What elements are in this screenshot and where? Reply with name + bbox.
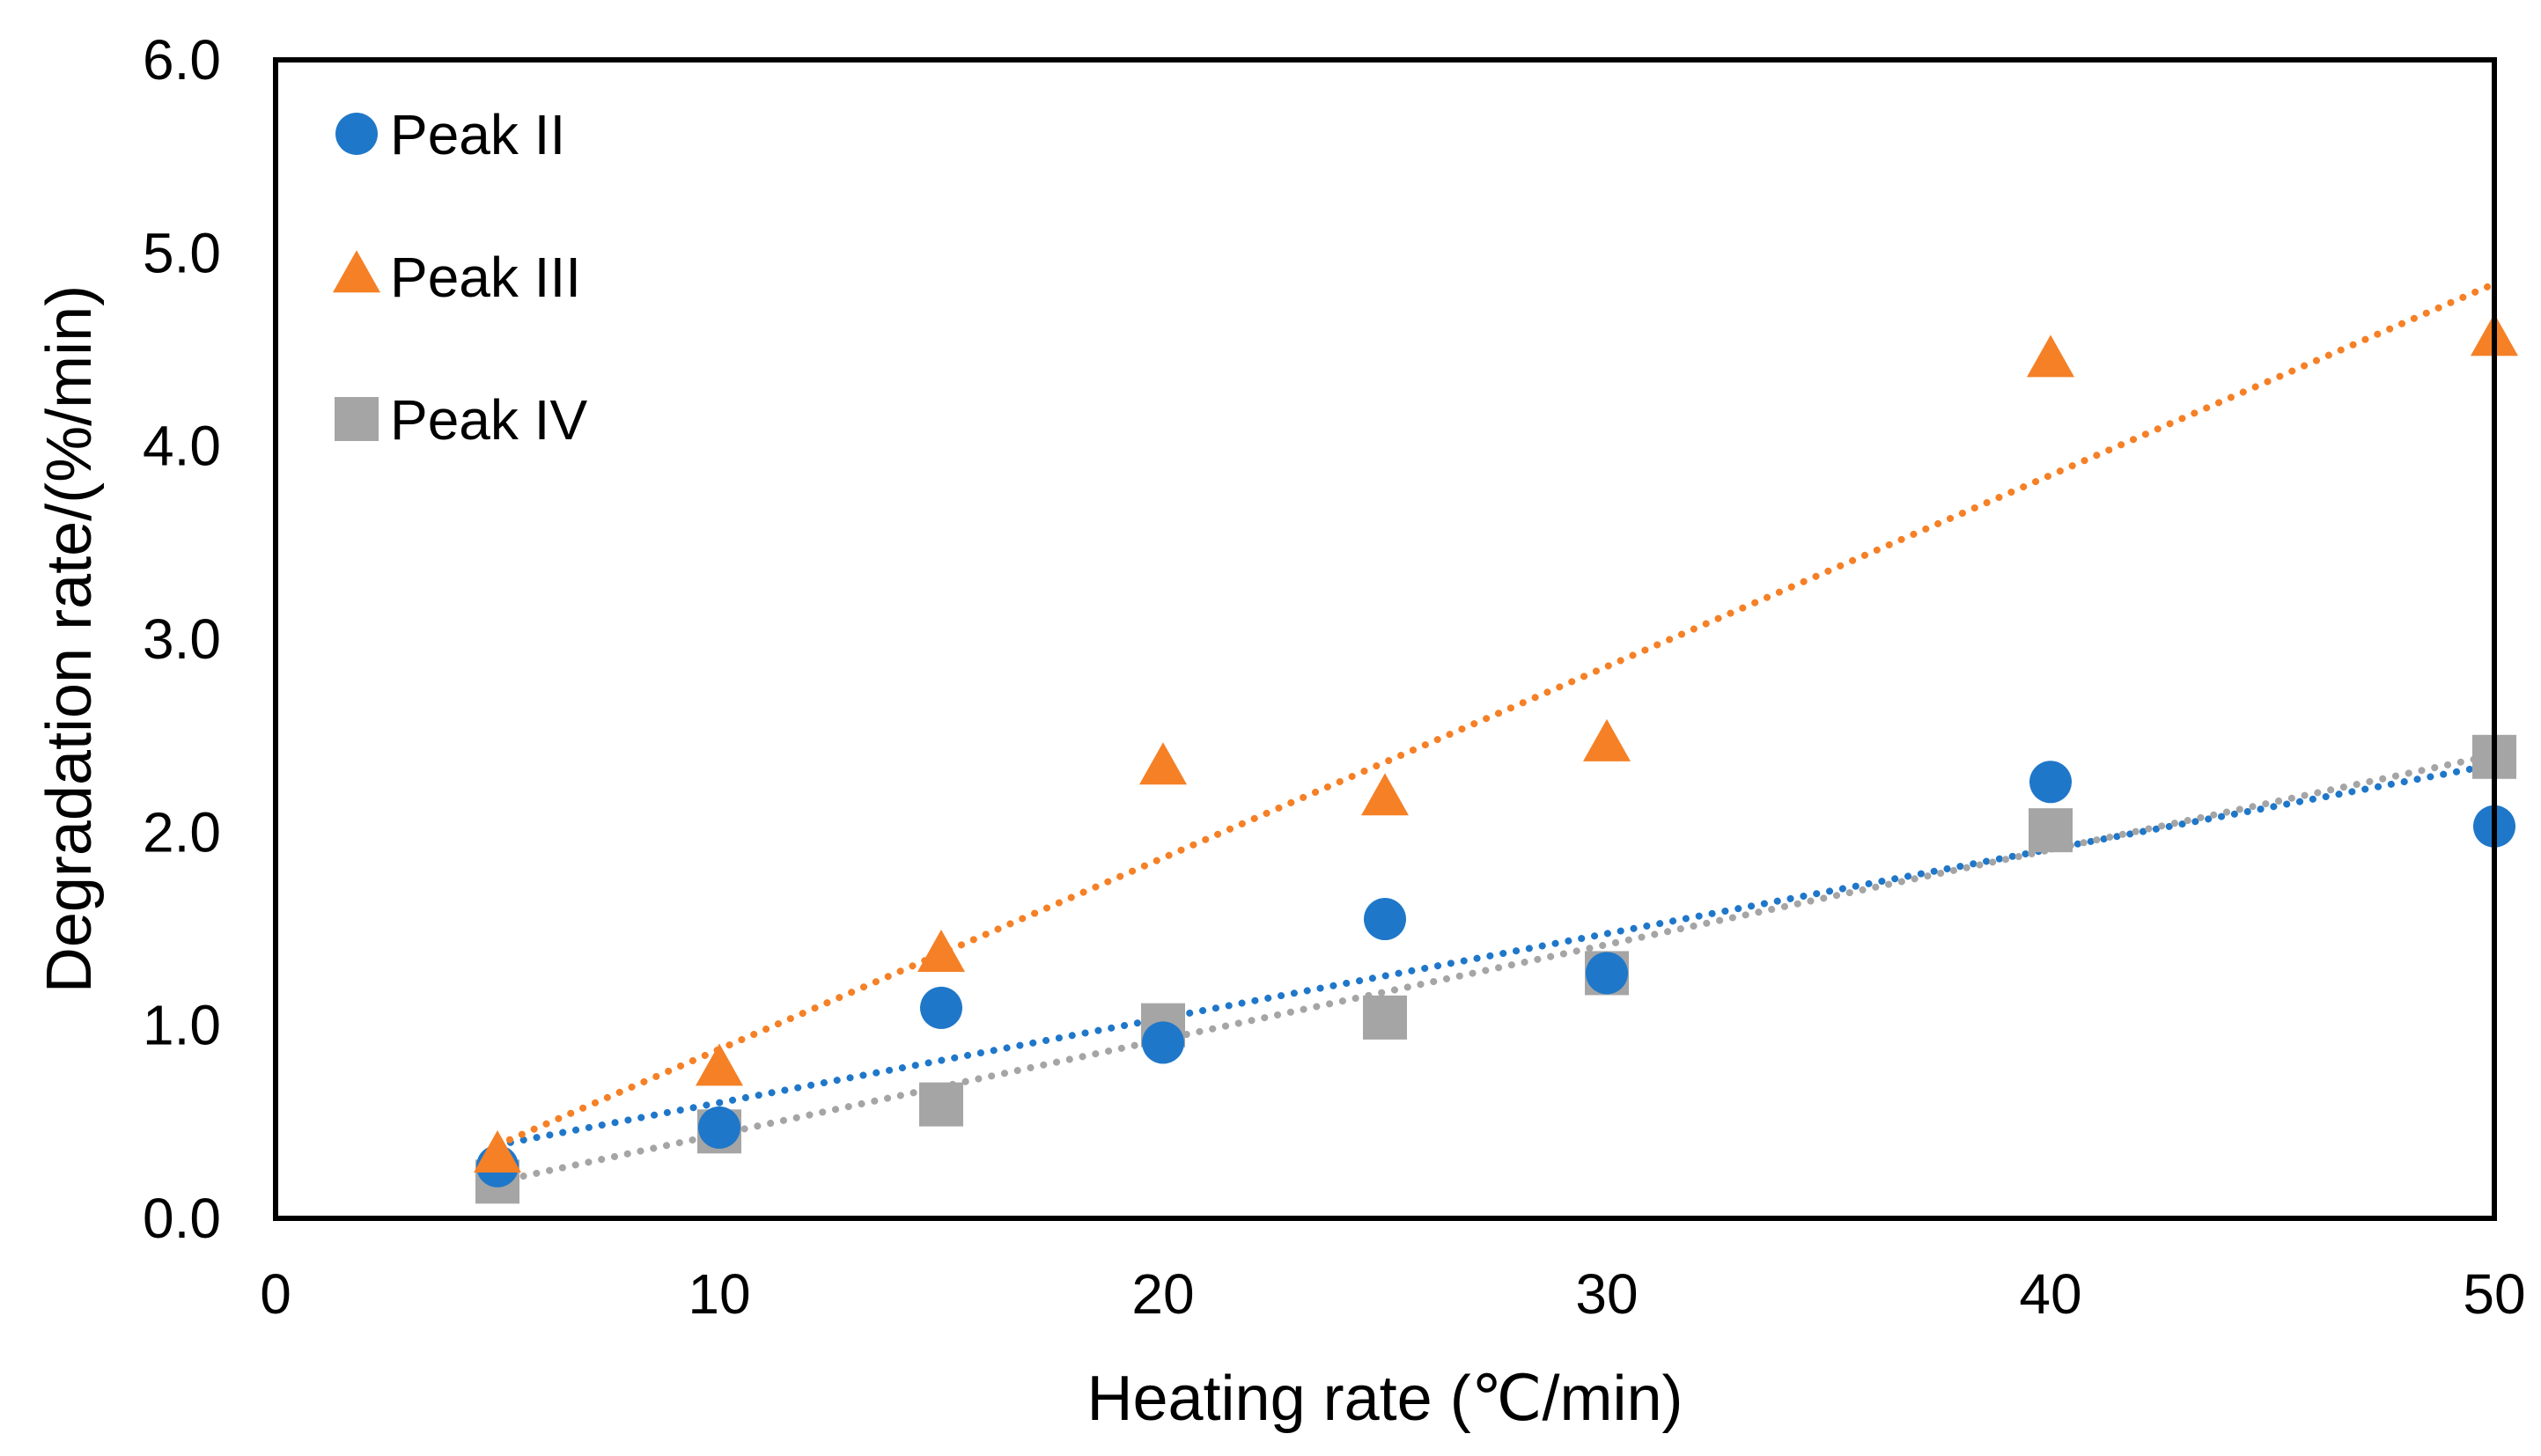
data-markers	[474, 313, 2518, 1204]
data-point-triangle	[1583, 718, 1631, 761]
data-point-triangle	[474, 1130, 521, 1173]
legend-marker-circle	[335, 113, 378, 155]
legend-label: Peak IV	[390, 388, 587, 452]
data-point-triangle	[1361, 773, 1409, 816]
x-tick-label: 50	[2463, 1262, 2525, 1326]
data-point-square	[2029, 808, 2073, 853]
x-axis-tick-labels: 0 10 20 30 40 50	[260, 1262, 2525, 1326]
data-point-circle	[2029, 761, 2072, 804]
y-tick-label: 0.0	[143, 1187, 221, 1250]
trendlines	[494, 280, 2498, 1186]
y-tick-label: 6.0	[143, 28, 221, 92]
y-tick-label: 2.0	[143, 800, 221, 864]
x-tick-label: 40	[2019, 1262, 2081, 1326]
data-point-triangle	[1139, 742, 1187, 785]
data-point-circle	[920, 986, 962, 1029]
legend-label: Peak II	[390, 103, 565, 166]
trendline-triangle	[494, 280, 2498, 1149]
data-point-square	[1363, 995, 1407, 1040]
data-point-square	[919, 1082, 963, 1127]
data-point-circle	[1364, 898, 1406, 941]
y-tick-label: 1.0	[143, 994, 221, 1057]
legend-marker-square	[335, 397, 379, 441]
legend-label: Peak III	[390, 246, 581, 309]
data-point-triangle	[696, 1043, 743, 1086]
y-tick-label: 3.0	[143, 607, 221, 671]
x-tick-label: 20	[1131, 1262, 1194, 1326]
data-point-circle	[1586, 952, 1628, 995]
y-axis-tick-labels: 0.0 1.0 2.0 3.0 4.0 5.0 6.0	[143, 28, 221, 1250]
y-tick-label: 4.0	[143, 415, 221, 478]
legend: Peak II Peak III Peak IV	[333, 103, 587, 452]
y-axis-title: Degradation rate/(%/min)	[34, 285, 105, 993]
x-axis-title: Heating rate (℃/min)	[1086, 1364, 1683, 1434]
data-point-triangle	[917, 929, 965, 972]
data-point-circle	[698, 1106, 740, 1149]
data-point-triangle	[2027, 335, 2074, 378]
x-tick-label: 0	[260, 1262, 291, 1326]
legend-marker-triangle	[333, 250, 380, 293]
x-tick-label: 10	[688, 1262, 750, 1326]
y-tick-label: 5.0	[143, 221, 221, 284]
trendline-square	[494, 751, 2498, 1186]
data-point-circle	[1142, 1021, 1184, 1064]
x-tick-label: 30	[1575, 1262, 1638, 1326]
plot-area-border	[273, 57, 2497, 1221]
